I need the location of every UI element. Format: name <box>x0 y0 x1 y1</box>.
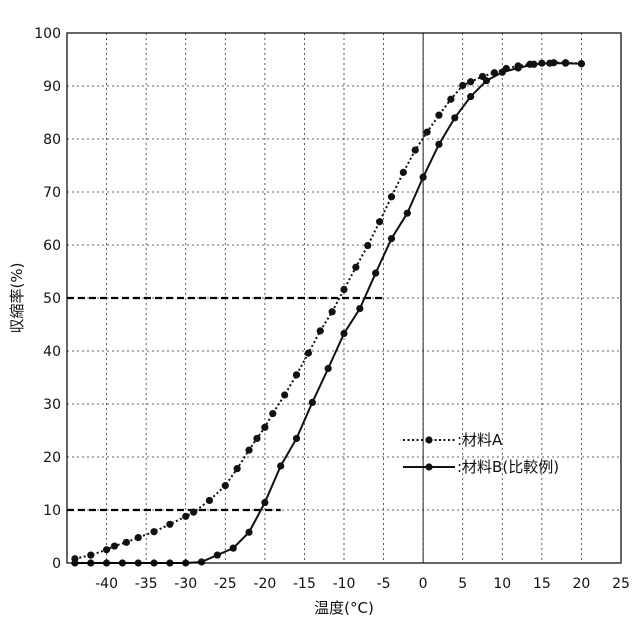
y-tick-label: 70 <box>43 185 61 201</box>
series-material-a <box>71 59 585 562</box>
data-point <box>261 499 268 506</box>
data-point <box>352 264 359 271</box>
data-point <box>198 558 205 565</box>
data-point <box>388 193 395 200</box>
data-point <box>340 286 347 293</box>
x-tick-label: -35 <box>135 576 158 592</box>
data-point <box>447 96 454 103</box>
data-point <box>376 218 383 225</box>
legend-label: :材料A <box>457 431 503 449</box>
data-point <box>467 93 474 100</box>
data-point <box>269 410 276 417</box>
legend-label: :材料B(比較例) <box>457 458 559 476</box>
data-point <box>87 551 94 558</box>
data-point <box>234 465 241 472</box>
data-point <box>309 399 316 406</box>
data-point <box>424 129 431 136</box>
data-point <box>182 513 189 520</box>
x-tick-label: -5 <box>377 576 391 592</box>
y-tick-label: 10 <box>43 503 61 519</box>
data-point <box>467 78 474 85</box>
data-point <box>435 112 442 119</box>
x-tick-label: -25 <box>214 576 237 592</box>
data-point <box>293 435 300 442</box>
data-point <box>150 528 157 535</box>
data-point <box>530 61 537 68</box>
x-tick-label: -15 <box>293 576 316 592</box>
x-tick-label: 20 <box>573 576 591 592</box>
reference-lines <box>67 33 423 563</box>
legend-marker <box>425 463 432 470</box>
data-point <box>206 497 213 504</box>
data-point <box>190 509 197 516</box>
data-point <box>515 64 522 71</box>
data-point <box>325 365 332 372</box>
x-tick-label: -40 <box>95 576 118 592</box>
x-tick-label: -30 <box>174 576 197 592</box>
data-point <box>103 546 110 553</box>
data-point <box>451 114 458 121</box>
data-point <box>435 141 442 148</box>
data-point <box>166 521 173 528</box>
data-point <box>253 435 260 442</box>
y-tick-label: 40 <box>43 344 61 360</box>
data-point <box>499 69 506 76</box>
data-point <box>293 371 300 378</box>
x-tick-label: 5 <box>458 576 467 592</box>
data-point <box>329 308 336 315</box>
data-point <box>562 60 569 67</box>
x-axis-title: 温度(°C) <box>314 599 374 617</box>
data-point <box>356 305 363 312</box>
series-line <box>75 63 582 563</box>
data-point <box>420 174 427 181</box>
data-point <box>546 60 553 67</box>
y-tick-label: 20 <box>43 450 61 466</box>
series-line <box>75 63 582 559</box>
y-tick-label: 90 <box>43 79 61 95</box>
y-tick-label: 0 <box>52 556 61 572</box>
x-tick-label: 15 <box>533 576 551 592</box>
x-tick-label: -10 <box>333 576 356 592</box>
data-point <box>459 82 466 89</box>
x-tick-label: 25 <box>612 576 630 592</box>
y-tick-label: 30 <box>43 397 61 413</box>
data-point <box>111 542 118 549</box>
y-tick-label: 60 <box>43 238 61 254</box>
data-point <box>404 210 411 217</box>
data-point <box>261 424 268 431</box>
data-point <box>230 545 237 552</box>
data-point <box>483 77 490 84</box>
data-point <box>388 235 395 242</box>
data-point <box>400 169 407 176</box>
data-point <box>305 350 312 357</box>
y-tick-label: 50 <box>43 291 61 307</box>
x-tick-label: 10 <box>493 576 511 592</box>
legend-marker <box>425 436 432 443</box>
y-tick-label: 100 <box>34 26 61 42</box>
data-point <box>135 534 142 541</box>
data-point <box>123 539 130 546</box>
data-point <box>281 391 288 398</box>
data-point <box>412 147 419 154</box>
legend: :材料A :材料B(比較例) <box>403 431 559 476</box>
data-point <box>214 551 221 558</box>
x-tick-label: -20 <box>253 576 276 592</box>
data-point <box>277 462 284 469</box>
y-axis-title: 収縮率(%) <box>8 263 26 334</box>
data-point <box>340 330 347 337</box>
data-point <box>372 269 379 276</box>
series-material-b <box>71 60 585 567</box>
data-point <box>222 482 229 489</box>
y-tick-label: 80 <box>43 132 61 148</box>
data-series <box>71 59 585 567</box>
x-tick-label: 0 <box>419 576 428 592</box>
data-point <box>245 529 252 536</box>
data-point <box>364 242 371 249</box>
data-point <box>245 447 252 454</box>
data-point <box>578 60 585 67</box>
data-point <box>317 327 324 334</box>
